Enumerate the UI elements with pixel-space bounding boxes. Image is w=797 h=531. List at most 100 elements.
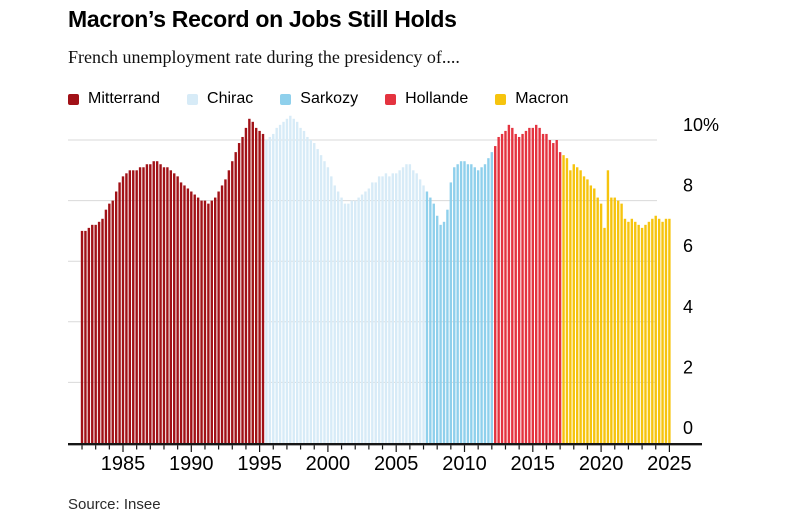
bar-chirac xyxy=(316,149,319,443)
bar-chirac xyxy=(306,136,309,443)
bar-chirac xyxy=(309,140,313,443)
x-tick-label-2005: 2005 xyxy=(374,453,419,475)
bar-chirac xyxy=(333,185,336,443)
bar-macron xyxy=(599,203,603,443)
bar-mitterrand xyxy=(138,167,142,443)
bar-macron xyxy=(661,221,664,443)
bar-chirac xyxy=(364,191,367,443)
bar-macron xyxy=(651,218,654,443)
bar-sarkozy xyxy=(456,164,459,444)
bar-hollande xyxy=(514,133,517,443)
bar-sarkozy xyxy=(446,209,449,443)
x-tick-label-1990: 1990 xyxy=(169,453,214,475)
bar-mitterrand xyxy=(179,182,183,444)
bar-macron xyxy=(644,224,647,443)
chart-subtitle: French unemployment rate during the pres… xyxy=(68,47,460,67)
bar-mitterrand xyxy=(176,176,179,444)
bar-hollande xyxy=(558,152,562,443)
bar-chirac xyxy=(302,130,306,443)
bar-mitterrand xyxy=(251,121,254,443)
bar-mitterrand xyxy=(108,203,111,443)
bar-macron xyxy=(637,224,640,443)
bar-chirac xyxy=(326,167,330,443)
bar-chirac xyxy=(422,185,425,443)
bar-chirac xyxy=(268,136,272,443)
bar-mitterrand xyxy=(111,200,114,443)
bar-chirac xyxy=(388,176,391,444)
bar-chirac xyxy=(323,161,326,443)
bar-macron xyxy=(657,218,661,443)
bar-mitterrand xyxy=(261,133,265,443)
bar-sarkozy xyxy=(480,167,483,443)
bar-mitterrand xyxy=(114,191,118,443)
bar-chirac xyxy=(330,176,333,444)
bar-mitterrand xyxy=(214,197,217,443)
legend-item-sarkozy: Sarkozy xyxy=(280,90,358,108)
bar-sarkozy xyxy=(490,152,494,443)
x-tick-label-1985: 1985 xyxy=(101,453,146,475)
bar-mitterrand xyxy=(155,161,159,443)
bar-macron xyxy=(647,221,651,443)
x-tick-label-2025: 2025 xyxy=(647,453,692,475)
legend-swatch-hollande xyxy=(385,93,397,105)
bar-macron xyxy=(623,218,627,443)
bar-chirac xyxy=(381,176,384,444)
bar-macron xyxy=(627,221,630,443)
bar-mitterrand xyxy=(186,188,190,443)
bar-mitterrand xyxy=(149,164,152,444)
bar-macron xyxy=(593,188,596,443)
bar-mitterrand xyxy=(196,197,200,443)
bar-chirac xyxy=(412,170,415,444)
x-tick-label-1995: 1995 xyxy=(237,453,282,475)
bar-mitterrand xyxy=(132,170,135,444)
bar-macron xyxy=(640,227,644,443)
bar-chirac xyxy=(343,203,347,443)
bar-mitterrand xyxy=(104,209,108,443)
bar-macron xyxy=(664,218,668,443)
bar-chirac xyxy=(319,155,323,443)
legend-swatch-chirac xyxy=(187,93,199,105)
bar-sarkozy xyxy=(449,182,453,444)
bar-hollande xyxy=(504,130,507,443)
y-tick-label-10: 10% xyxy=(683,115,719,135)
bar-chirac xyxy=(340,197,343,443)
unemployment-bar-chart: 1985 1990 1995 2000 2005 2010 2015 2020 2025 0 2 4 6… xyxy=(0,108,797,483)
bar-macron xyxy=(620,203,623,443)
bar-mitterrand xyxy=(169,170,173,444)
bar-chirac xyxy=(278,124,282,443)
bar-sarkozy xyxy=(473,167,476,443)
bar-chirac xyxy=(360,194,364,443)
bar-sarkozy xyxy=(453,167,456,443)
bar-hollande xyxy=(517,136,521,443)
legend-item-hollande: Hollande xyxy=(385,90,468,108)
legend-label: Mitterrand xyxy=(88,90,161,107)
y-tick-label-8: 8 xyxy=(683,176,693,196)
bar-chirac xyxy=(398,170,401,444)
bar-macron xyxy=(606,170,610,444)
x-tick-label-2000: 2000 xyxy=(306,453,351,475)
bar-mitterrand xyxy=(97,221,101,443)
bar-macron xyxy=(654,215,657,443)
bar-mitterrand xyxy=(125,173,128,443)
bar-mitterrand xyxy=(231,161,234,443)
bar-chirac xyxy=(313,143,316,443)
bar-mitterrand xyxy=(224,179,227,443)
bar-mitterrand xyxy=(190,191,193,443)
bar-hollande xyxy=(521,133,524,443)
bar-mitterrand xyxy=(203,200,207,443)
bar-chirac xyxy=(347,203,350,443)
bar-chirac xyxy=(285,118,289,443)
legend-label: Macron xyxy=(515,90,569,107)
bar-macron xyxy=(668,218,671,443)
legend-item-macron: Macron xyxy=(495,90,569,108)
y-tick-label-2: 2 xyxy=(683,357,693,377)
bar-sarkozy xyxy=(466,164,470,444)
legend-item-chirac: Chirac xyxy=(187,90,253,108)
bar-mitterrand xyxy=(210,200,213,443)
y-tick-label-4: 4 xyxy=(683,297,693,317)
bar-mitterrand xyxy=(183,185,186,443)
bar-chirac xyxy=(408,164,412,444)
bar-sarkozy xyxy=(432,203,435,443)
x-tick-label-2020: 2020 xyxy=(579,453,624,475)
bar-chirac xyxy=(357,197,360,443)
